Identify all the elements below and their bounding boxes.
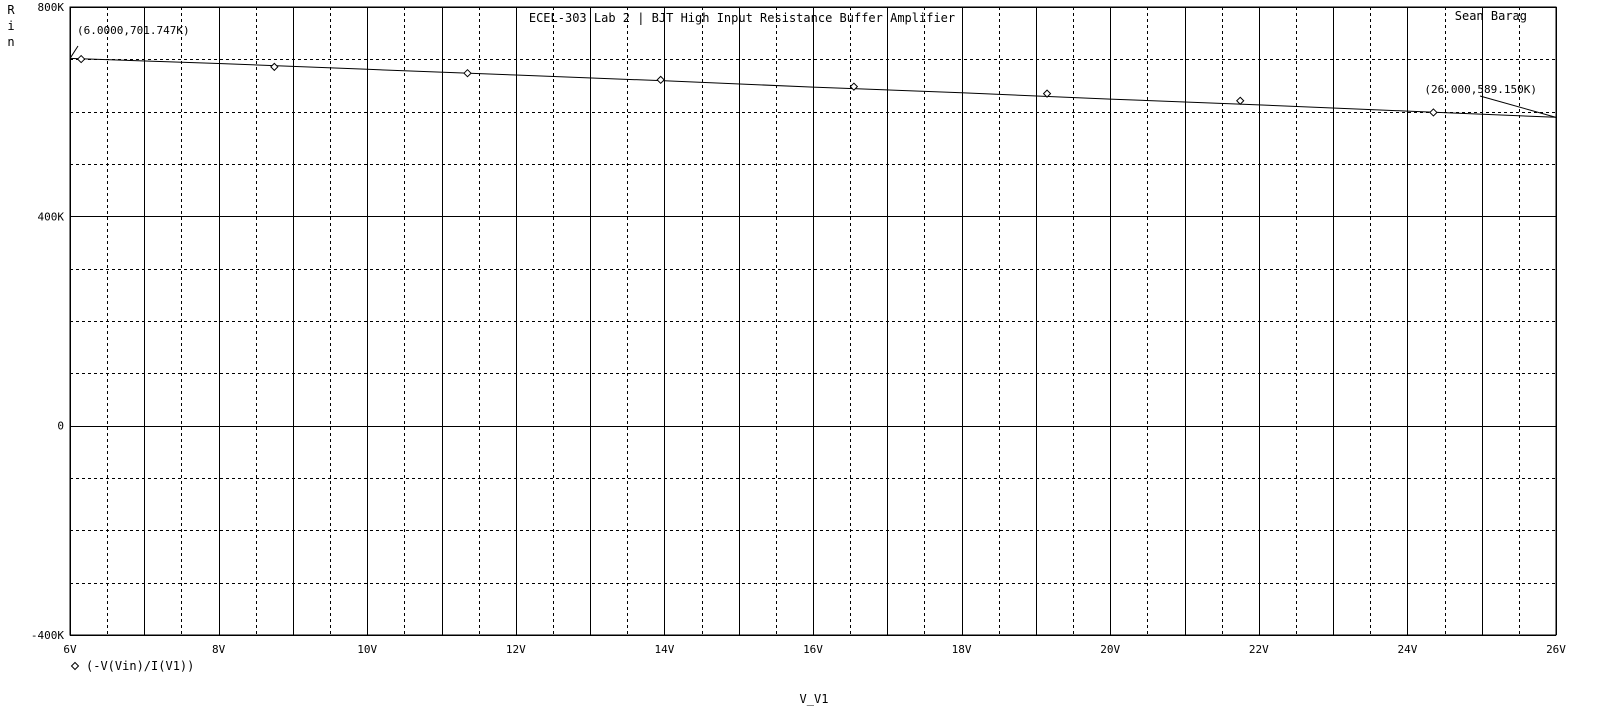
author-label: Sean Barag: [1455, 9, 1527, 23]
diamond-marker: [656, 75, 665, 85]
diamond-marker: [1042, 89, 1052, 98]
annotation-start-label: (6.0000,701.747K): [77, 24, 190, 37]
x-tick-label: 6V: [63, 643, 77, 656]
annotation-start-leader: [69, 45, 79, 59]
x-tick-label: 26V: [1546, 643, 1566, 656]
legend-diamond-marker: [70, 661, 80, 671]
y-tick-label: 800K: [38, 1, 65, 14]
y-tick-label: 0: [57, 420, 64, 433]
x-axis-label: V_V1: [800, 692, 829, 706]
annotations: (6.0000,701.747K) (26.000,589.150K): [69, 24, 1557, 118]
annotation-end-label: (26.000,589.150K): [1424, 83, 1537, 96]
diamond-marker: [76, 54, 86, 64]
x-tick-label: 18V: [952, 643, 972, 656]
grid: [70, 7, 1557, 636]
x-tick-label: 8V: [212, 643, 226, 656]
diamond-marker: [463, 68, 472, 78]
diamond-marker: [849, 82, 859, 91]
diamond-marker: [1236, 96, 1245, 105]
x-tick-label: 22V: [1249, 643, 1269, 656]
series-line: [69, 57, 1557, 118]
x-tick-label: 10V: [357, 643, 377, 656]
legend: (-V(Vin)/I(V1)): [70, 659, 194, 673]
x-axis-ticks: 6V 8V 10V 12V 14V 16V 18V 20V 22V 24V 26V: [63, 643, 1566, 656]
y-tick-label: -400K: [31, 629, 64, 642]
legend-series-label: (-V(Vin)/I(V1)): [86, 659, 194, 673]
x-tick-label: 20V: [1100, 643, 1120, 656]
x-tick-label: 14V: [654, 643, 674, 656]
chart-title: ECEL-303 Lab 2 | BJT High Input Resistan…: [529, 11, 955, 25]
series-layer: [69, 54, 1557, 118]
annotation-end-leader: [1479, 95, 1557, 118]
plot-area-frame: [69, 6, 1557, 636]
x-tick-label: 12V: [506, 643, 526, 656]
diamond-marker: [1429, 108, 1438, 117]
x-tick-label: 24V: [1397, 643, 1417, 656]
diamond-marker: [270, 62, 279, 72]
y-tick-label: 400K: [38, 210, 65, 223]
y-axis-ticks: -400K 0 400K 800K: [31, 1, 64, 642]
x-tick-label: 16V: [803, 643, 823, 656]
